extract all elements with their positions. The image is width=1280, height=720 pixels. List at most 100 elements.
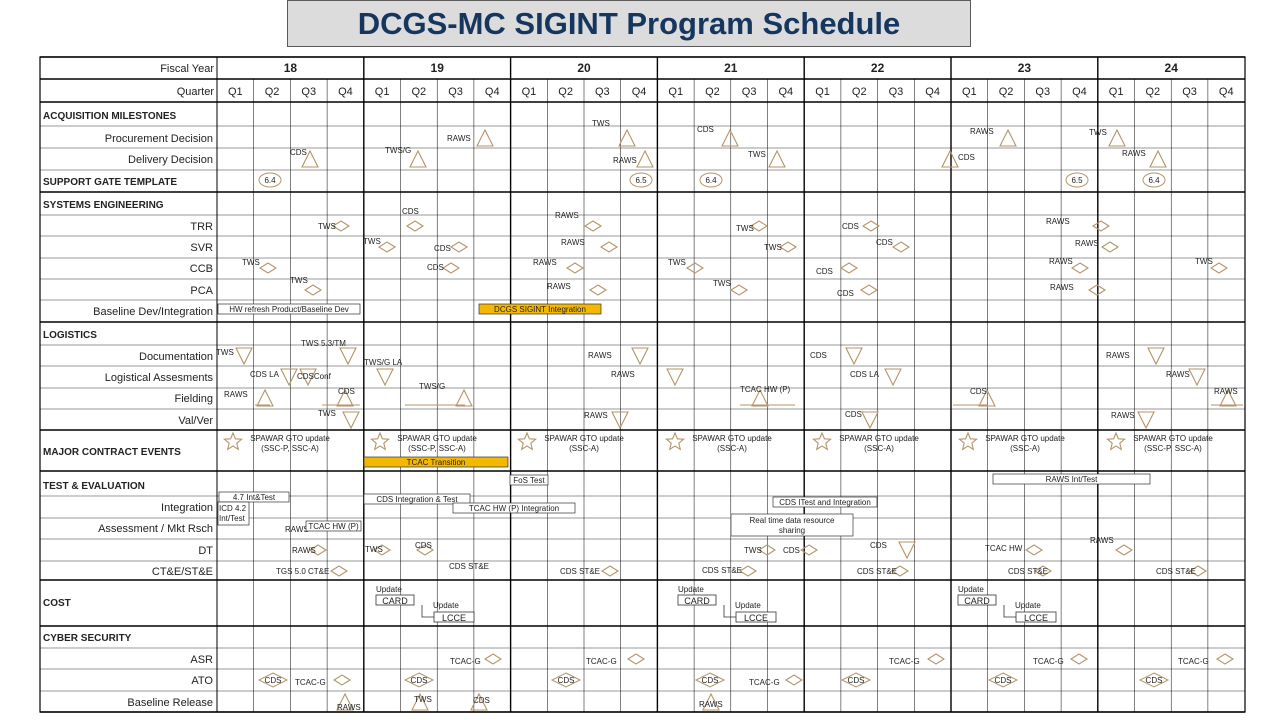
milestone-label: RAWS bbox=[1046, 217, 1070, 226]
milestone-diamond-icon bbox=[329, 565, 349, 577]
row-label: Baseline Release bbox=[127, 697, 213, 709]
milestone-label: CDS bbox=[265, 676, 282, 685]
quarter-cell: Q1 bbox=[522, 86, 537, 98]
year-label: 18 bbox=[284, 61, 298, 75]
section-title: CYBER SECURITY bbox=[43, 633, 132, 644]
year-label: 20 bbox=[577, 61, 591, 75]
milestone-diamond-icon bbox=[1215, 653, 1235, 665]
contract-event-text: (SSC-A) bbox=[1010, 444, 1040, 453]
milestone-diamond-icon bbox=[599, 241, 619, 253]
milestone-label: TCAC-G bbox=[586, 657, 617, 666]
milestone-label: CDS bbox=[842, 222, 859, 231]
contract-event-text: SPAWAR GTO update bbox=[985, 434, 1065, 443]
gate-label: 6.4 bbox=[1148, 176, 1160, 185]
milestone-diamond-icon bbox=[694, 672, 726, 688]
schedule-bar bbox=[217, 303, 361, 315]
milestone-label: CDSConf bbox=[297, 372, 332, 381]
milestone-label: RAWS bbox=[285, 525, 309, 534]
milestone-label: CDS bbox=[870, 541, 887, 550]
milestone-up-icon bbox=[978, 388, 996, 407]
lcce-box bbox=[735, 611, 777, 623]
milestone-label: TWS bbox=[290, 276, 308, 285]
milestone-label: CDS ST&E bbox=[1156, 567, 1196, 576]
milestone-label: RAWS bbox=[613, 156, 637, 165]
quarter-cell: Q3 bbox=[742, 86, 757, 98]
milestone-label: CDS bbox=[402, 207, 419, 216]
milestone-label: CDS bbox=[783, 546, 800, 555]
card-box bbox=[375, 594, 415, 606]
milestone-down-icon bbox=[1188, 368, 1206, 387]
milestone-diamond-icon bbox=[840, 672, 872, 688]
milestone-label: CDS bbox=[970, 387, 987, 396]
contract-event-text: (SSC-A) bbox=[864, 444, 894, 453]
milestone-label: TWS bbox=[736, 224, 754, 233]
row-label: Logistical Assesments bbox=[105, 372, 214, 384]
milestone-label: RAWS bbox=[447, 134, 471, 143]
milestone-label: TCAC-G bbox=[295, 678, 326, 687]
milestone-label: CDS bbox=[810, 351, 827, 360]
milestone-label: RAWS bbox=[1106, 351, 1130, 360]
section-title: ACQUISITION MILESTONES bbox=[43, 111, 176, 122]
milestone-label: RAWS bbox=[970, 127, 994, 136]
milestone-label: RAWS bbox=[561, 238, 585, 247]
quarter-cell: Q2 bbox=[412, 86, 427, 98]
gate-label: 6.4 bbox=[705, 176, 717, 185]
milestone-label: CDS bbox=[338, 387, 355, 396]
section-title: SUPPORT GATE TEMPLATE bbox=[43, 177, 177, 188]
milestone-up-icon bbox=[336, 692, 354, 711]
fiscal-year-label: Fiscal Year bbox=[160, 63, 214, 75]
bar-label: TCAC HW (P) Integration bbox=[469, 504, 559, 513]
milestone-diamond-icon bbox=[738, 565, 758, 577]
milestone-diamond-icon bbox=[987, 672, 1019, 688]
milestone-diamond-icon bbox=[449, 241, 469, 253]
milestone-down-icon bbox=[611, 411, 629, 430]
schedule-bar bbox=[363, 493, 471, 505]
cost-update-label: Update bbox=[376, 585, 402, 594]
row-label: CCB bbox=[190, 263, 213, 275]
lcce-label: LCCE bbox=[744, 613, 768, 623]
milestone-diamond-icon bbox=[891, 241, 911, 253]
contract-star-icon bbox=[664, 431, 686, 451]
quarter-cell: Q3 bbox=[301, 86, 316, 98]
milestone-diamond-icon bbox=[784, 674, 804, 686]
milestone-down-icon bbox=[235, 347, 253, 366]
milestone-label: RAWS bbox=[1075, 239, 1099, 248]
row-label: Fielding bbox=[174, 393, 213, 405]
contract-event-text: (SSC-P, SSC-A) bbox=[1144, 444, 1202, 453]
milestone-diamond-icon bbox=[1087, 284, 1107, 296]
milestone-diamond-icon bbox=[441, 262, 461, 274]
milestone-up-icon bbox=[1149, 149, 1167, 168]
milestone-label: RAWS bbox=[1090, 536, 1114, 545]
milestone-label: CDS bbox=[995, 676, 1012, 685]
milestone-down-icon bbox=[1137, 411, 1155, 430]
milestone-label: CDS bbox=[837, 289, 854, 298]
contract-event-text: (SSC-A) bbox=[569, 444, 599, 453]
milestone-label: CDS bbox=[848, 676, 865, 685]
section-title: SYSTEMS ENGINEERING bbox=[43, 200, 164, 211]
milestone-down-icon bbox=[342, 411, 360, 430]
milestone-label: TCAC-G bbox=[889, 657, 920, 666]
contract-event-text: (SSC-A) bbox=[717, 444, 747, 453]
milestone-label: TWS/G bbox=[385, 146, 411, 155]
bar-label: TCAC Transition bbox=[407, 458, 466, 467]
contract-event-text: SPAWAR GTO update bbox=[692, 434, 772, 443]
milestone-label: CDS bbox=[697, 125, 714, 134]
schedule-bar bbox=[509, 474, 549, 486]
milestone-diamond-icon bbox=[550, 672, 582, 688]
quarter-cell: Q1 bbox=[1109, 86, 1124, 98]
milestone-up-icon bbox=[409, 149, 427, 168]
milestone-up-icon bbox=[301, 149, 319, 168]
milestone-label: RAWS bbox=[555, 211, 579, 220]
milestone-label: RAWS bbox=[699, 700, 723, 709]
milestone-label: CDS bbox=[845, 410, 862, 419]
quarter-cell: Q4 bbox=[632, 86, 647, 98]
section-title: COST bbox=[43, 598, 71, 609]
milestone-diamond-icon bbox=[331, 220, 351, 232]
quarter-cell: Q4 bbox=[925, 86, 940, 98]
card-label: CARD bbox=[684, 596, 710, 606]
milestone-diamond-icon bbox=[1209, 262, 1229, 274]
contract-event-text: SPAWAR GTO update bbox=[397, 434, 477, 443]
milestone-label: TWS 5.3/TM bbox=[301, 339, 346, 348]
schedule-bar bbox=[478, 303, 602, 315]
bar-label: CDS ITest and Integration bbox=[779, 498, 871, 507]
